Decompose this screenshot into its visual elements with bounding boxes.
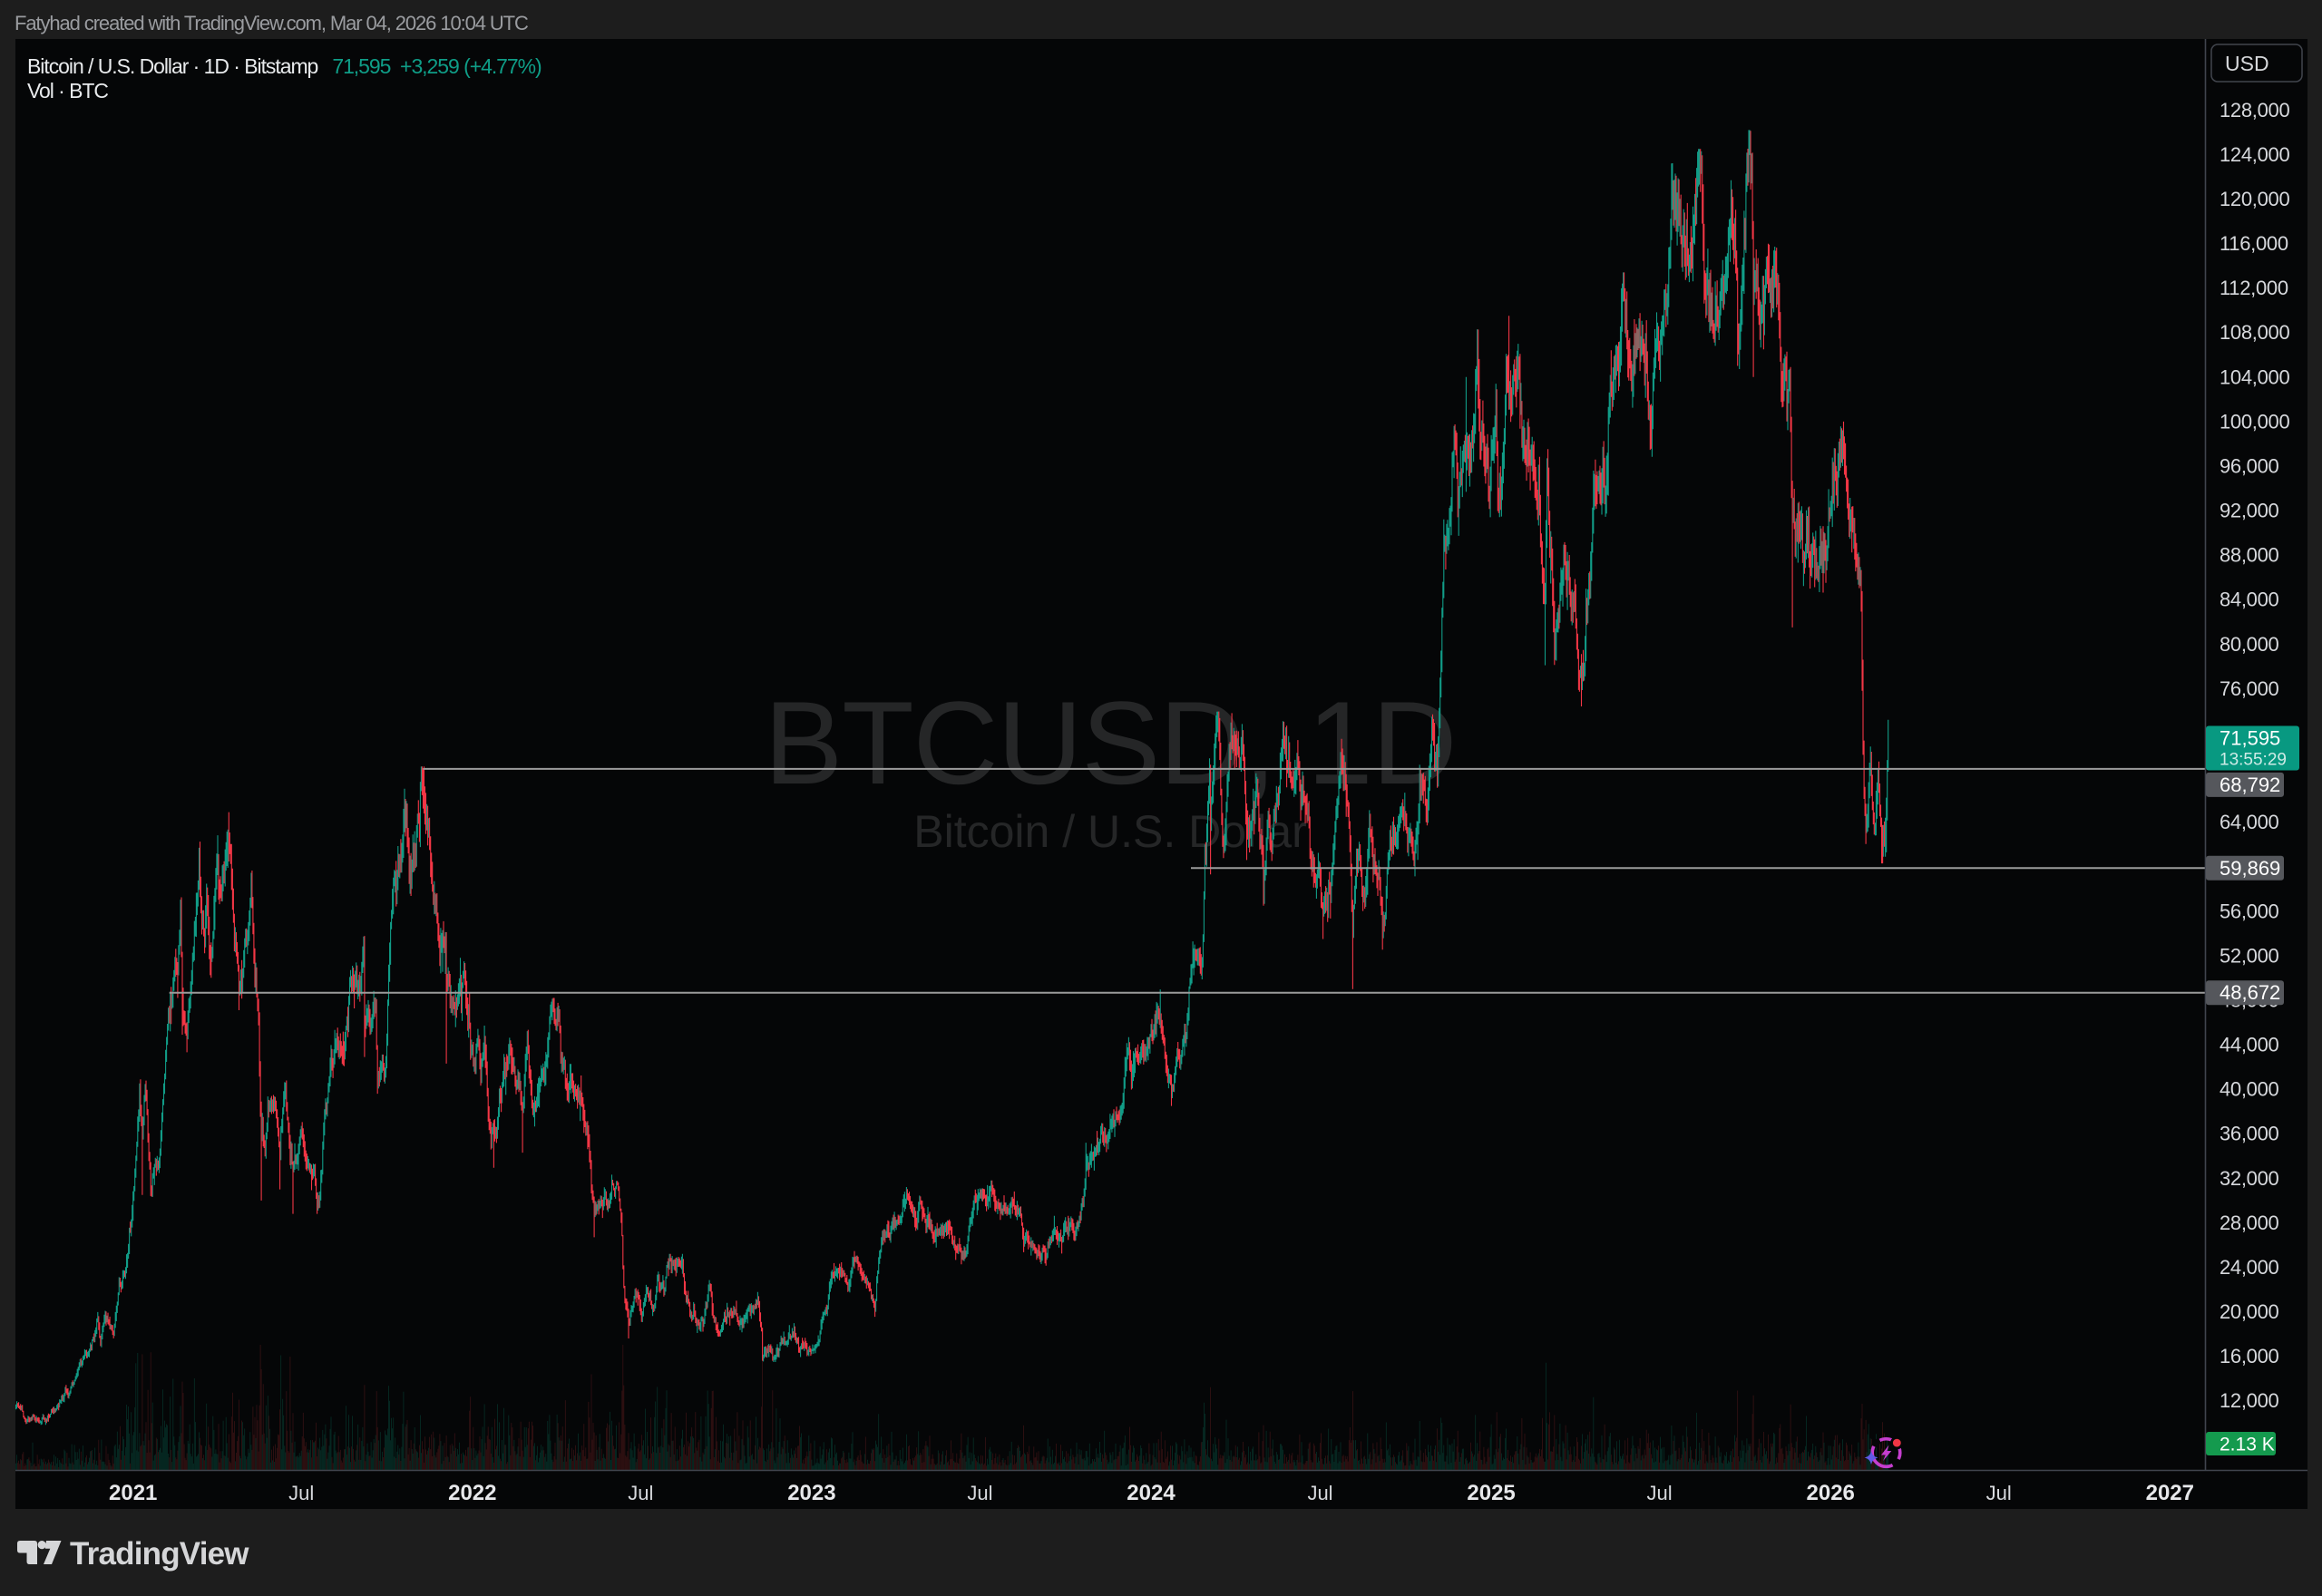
svg-text:Jul: Jul [628, 1482, 653, 1504]
svg-text:2022: 2022 [448, 1481, 496, 1505]
svg-text:36,000: 36,000 [2220, 1123, 2279, 1145]
svg-text:48,672: 48,672 [2220, 981, 2280, 1004]
svg-text:52,000: 52,000 [2220, 944, 2279, 967]
svg-text:92,000: 92,000 [2220, 500, 2279, 522]
svg-text:2027: 2027 [2146, 1481, 2194, 1505]
svg-text:Bitcoin / U.S. Dollar: Bitcoin / U.S. Dollar [913, 806, 1306, 857]
svg-text:96,000: 96,000 [2220, 455, 2279, 478]
svg-text:Jul: Jul [1986, 1482, 2012, 1504]
svg-text:108,000: 108,000 [2220, 321, 2289, 344]
svg-text:Jul: Jul [967, 1482, 992, 1504]
svg-text:68,792: 68,792 [2220, 774, 2280, 796]
svg-text:59,869: 59,869 [2220, 857, 2280, 880]
svg-text:76,000: 76,000 [2220, 677, 2279, 700]
svg-text:32,000: 32,000 [2220, 1167, 2279, 1190]
svg-text:2024: 2024 [1127, 1481, 1176, 1505]
svg-text:24,000: 24,000 [2220, 1256, 2279, 1279]
svg-text:USD: USD [2225, 52, 2269, 75]
svg-text:2026: 2026 [1807, 1481, 1855, 1505]
svg-text:2025: 2025 [1467, 1481, 1515, 1505]
svg-text:28,000: 28,000 [2220, 1212, 2279, 1234]
svg-text:40,000: 40,000 [2220, 1078, 2279, 1101]
svg-text:Jul: Jul [1647, 1482, 1673, 1504]
svg-text:Jul: Jul [288, 1482, 314, 1504]
svg-text:Jul: Jul [1307, 1482, 1332, 1504]
svg-text:84,000: 84,000 [2220, 589, 2279, 611]
svg-text:56,000: 56,000 [2220, 900, 2279, 922]
svg-text:13:55:29: 13:55:29 [2220, 751, 2287, 770]
svg-text:12,000: 12,000 [2220, 1389, 2279, 1412]
svg-text:2023: 2023 [787, 1481, 835, 1505]
svg-text:20,000: 20,000 [2220, 1300, 2279, 1323]
svg-text:64,000: 64,000 [2220, 811, 2279, 833]
svg-text:100,000: 100,000 [2220, 410, 2289, 433]
svg-text:80,000: 80,000 [2220, 633, 2279, 656]
svg-text:71,595: 71,595 [2220, 727, 2280, 750]
svg-text:16,000: 16,000 [2220, 1345, 2279, 1367]
svg-text:88,000: 88,000 [2220, 544, 2279, 567]
svg-text:120,000: 120,000 [2220, 188, 2289, 210]
svg-text:44,000: 44,000 [2220, 1034, 2279, 1056]
svg-text:104,000: 104,000 [2220, 365, 2289, 388]
svg-text:BTCUSD, 1D: BTCUSD, 1D [765, 676, 1457, 809]
svg-text:128,000: 128,000 [2220, 99, 2289, 122]
svg-text:2021: 2021 [109, 1481, 157, 1505]
svg-text:116,000: 116,000 [2220, 232, 2288, 255]
svg-text:112,000: 112,000 [2220, 277, 2288, 299]
svg-text:2.13 K: 2.13 K [2220, 1435, 2275, 1455]
svg-text:124,000: 124,000 [2220, 143, 2289, 166]
